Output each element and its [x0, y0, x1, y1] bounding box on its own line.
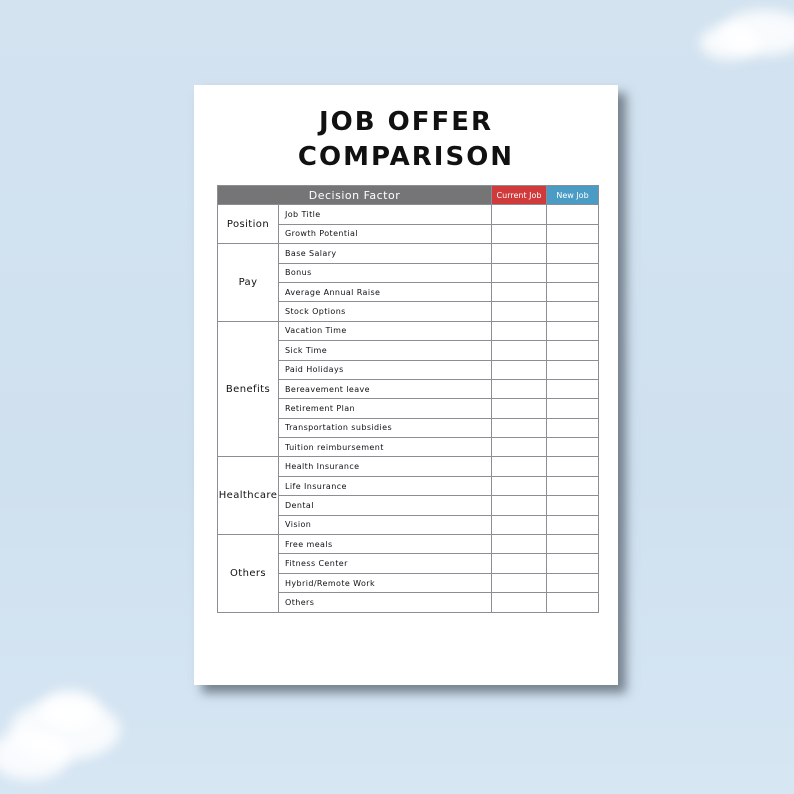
- table-row: Vision: [218, 514, 599, 536]
- new-job-cell[interactable]: [546, 243, 599, 264]
- factor-label: Tuition reimbursement: [278, 437, 492, 458]
- table-row: Pay Base Salary: [217, 243, 599, 322]
- table-header-row: Decision Factor Current Job New Job: [217, 184, 599, 206]
- current-job-cell[interactable]: [491, 398, 547, 419]
- current-job-cell[interactable]: [491, 514, 547, 536]
- current-job-cell[interactable]: [491, 534, 547, 555]
- current-job-cell[interactable]: [491, 553, 547, 574]
- factor-label: Job Title: [278, 204, 492, 225]
- table-row: Position Job Title: [217, 204, 599, 245]
- current-job-cell[interactable]: [491, 437, 547, 458]
- new-job-cell[interactable]: [546, 475, 599, 497]
- category-label: Pay: [217, 243, 279, 322]
- factor-label: Bonus: [278, 262, 492, 283]
- new-job-cell[interactable]: [546, 572, 599, 594]
- cloud-decoration: [0, 730, 70, 780]
- table-row: Transportation subsidies: [218, 417, 599, 439]
- current-job-cell[interactable]: [491, 243, 547, 264]
- factor-label: Life Insurance: [278, 475, 492, 497]
- new-job-cell[interactable]: [546, 417, 599, 439]
- worksheet-page: JOB OFFER COMPARISON Decision Factor Cur…: [194, 85, 618, 685]
- factor-label: Sick Time: [278, 340, 492, 361]
- factor-label: Fitness Center: [278, 553, 492, 574]
- new-job-cell[interactable]: [546, 553, 599, 574]
- current-job-cell[interactable]: [491, 417, 547, 439]
- new-job-cell[interactable]: [546, 398, 599, 419]
- table-row: Others Free meals: [217, 534, 599, 613]
- new-job-cell[interactable]: [546, 340, 599, 361]
- category-label: Healthcare: [217, 456, 279, 536]
- current-job-cell[interactable]: [491, 262, 547, 283]
- factor-label: Transportation subsidies: [278, 417, 492, 439]
- current-job-cell[interactable]: [491, 592, 547, 613]
- factor-label: Free meals: [278, 534, 492, 555]
- header-current-job: Current Job: [491, 184, 547, 206]
- table-row: Growth Potential: [218, 223, 599, 245]
- current-job-cell[interactable]: [491, 204, 547, 225]
- page-title-line-2: COMPARISON: [297, 142, 515, 172]
- new-job-cell[interactable]: [546, 359, 599, 380]
- new-job-cell[interactable]: [546, 281, 599, 303]
- table-body: Position Job Title Growth Potential Pay Base…: [217, 204, 599, 613]
- new-job-cell[interactable]: [546, 456, 599, 477]
- new-job-cell[interactable]: [546, 437, 599, 458]
- current-job-cell[interactable]: [491, 572, 547, 594]
- category-label: Others: [217, 534, 279, 613]
- current-job-cell[interactable]: [491, 340, 547, 361]
- factor-label: Stock Options: [278, 301, 492, 322]
- table-row: Stock Options: [218, 301, 599, 322]
- factor-label: Growth Potential: [278, 223, 492, 245]
- factor-label: Hybrid/Remote Work: [278, 572, 492, 594]
- factor-label: Vision: [278, 514, 492, 536]
- factor-label: Base Salary: [278, 243, 492, 264]
- current-job-cell[interactable]: [491, 320, 547, 342]
- new-job-cell[interactable]: [546, 534, 599, 555]
- factor-label: Retirement Plan: [278, 398, 492, 419]
- header-new-job: New Job: [546, 184, 599, 206]
- current-job-cell[interactable]: [491, 495, 547, 516]
- table-row: Others: [218, 592, 599, 613]
- page-title-line-1: JOB OFFER: [318, 107, 494, 137]
- new-job-cell[interactable]: [546, 262, 599, 283]
- new-job-cell[interactable]: [546, 495, 599, 516]
- table-row: Bonus: [218, 262, 599, 283]
- new-job-cell[interactable]: [546, 514, 599, 536]
- new-job-cell[interactable]: [546, 223, 599, 245]
- factor-label: Average Annual Raise: [278, 281, 492, 303]
- current-job-cell[interactable]: [491, 475, 547, 497]
- factor-label: Vacation Time: [278, 320, 492, 342]
- factor-label: Others: [278, 592, 492, 613]
- new-job-cell[interactable]: [546, 592, 599, 613]
- current-job-cell[interactable]: [491, 378, 547, 400]
- factor-label: Bereavement leave: [278, 378, 492, 400]
- new-job-cell[interactable]: [546, 320, 599, 342]
- current-job-cell[interactable]: [491, 281, 547, 303]
- table-row: Benefits Vacation Time: [217, 320, 599, 458]
- factor-label: Dental: [278, 495, 492, 516]
- header-decision-factor: Decision Factor: [217, 184, 492, 206]
- current-job-cell[interactable]: [491, 223, 547, 245]
- cloud-decoration: [40, 690, 100, 730]
- comparison-table: Decision Factor Current Job New Job Posi…: [217, 184, 599, 613]
- factor-label: Health Insurance: [278, 456, 492, 477]
- new-job-cell[interactable]: [546, 378, 599, 400]
- table-row: Tuition reimbursement: [218, 437, 599, 458]
- category-label: Position: [217, 204, 279, 245]
- table-row: Healthcare Health Insurance: [217, 456, 599, 536]
- new-job-cell[interactable]: [546, 204, 599, 225]
- factor-label: Paid Holidays: [278, 359, 492, 380]
- table-row: Bereavement leave: [218, 378, 599, 400]
- current-job-cell[interactable]: [491, 456, 547, 477]
- current-job-cell[interactable]: [491, 359, 547, 380]
- cloud-decoration: [700, 25, 760, 60]
- current-job-cell[interactable]: [491, 301, 547, 322]
- category-label: Benefits: [217, 320, 279, 458]
- new-job-cell[interactable]: [546, 301, 599, 322]
